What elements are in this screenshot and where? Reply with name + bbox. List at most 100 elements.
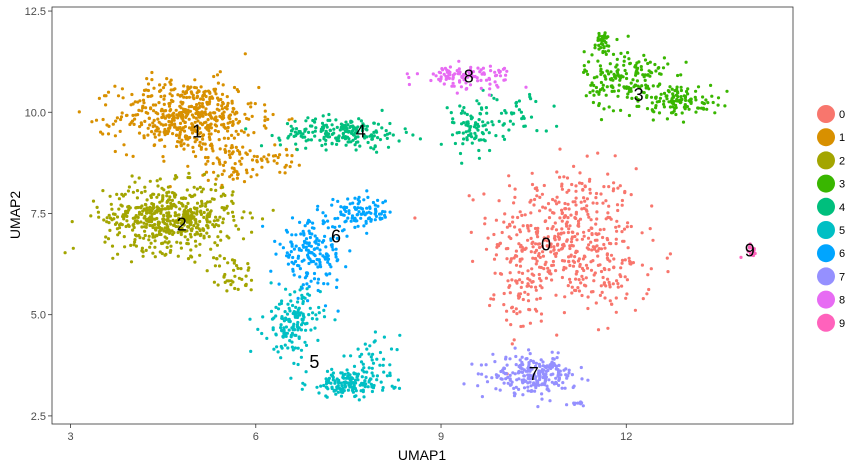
point-cluster-2 [162, 217, 166, 221]
point-cluster-2 [226, 261, 230, 265]
point-cluster-8 [405, 72, 409, 76]
point-cluster-7 [484, 363, 488, 367]
point-cluster-1 [225, 95, 229, 99]
legend-key-1 [817, 128, 835, 147]
point-cluster-3 [622, 63, 626, 67]
point-cluster-1 [186, 85, 190, 89]
point-cluster-7 [544, 369, 549, 373]
point-cluster-4 [522, 124, 526, 128]
point-cluster-4 [386, 145, 391, 149]
point-cluster-1 [146, 88, 150, 93]
point-cluster-4 [487, 131, 491, 135]
point-cluster-0 [582, 230, 586, 234]
point-cluster-3 [597, 34, 601, 38]
point-cluster-0 [508, 224, 512, 228]
point-cluster-3 [602, 107, 606, 111]
series-3-points [582, 31, 729, 124]
point-cluster-3 [640, 84, 644, 88]
point-cluster-1 [118, 129, 122, 133]
point-cluster-2 [137, 212, 141, 216]
point-cluster-0 [604, 199, 608, 203]
point-cluster-2 [186, 225, 190, 229]
point-cluster-0 [595, 217, 599, 221]
point-cluster-3 [700, 101, 704, 105]
point-cluster-4 [461, 142, 465, 146]
point-cluster-2 [153, 255, 157, 259]
point-cluster-3 [659, 92, 663, 96]
point-cluster-2 [210, 197, 214, 201]
point-cluster-2 [164, 207, 168, 211]
point-cluster-3 [604, 41, 608, 45]
point-cluster-6 [345, 234, 349, 238]
point-cluster-4 [465, 112, 469, 117]
point-cluster-7 [508, 357, 512, 361]
point-cluster-0 [625, 292, 629, 296]
point-cluster-5 [322, 308, 326, 312]
point-cluster-7 [514, 354, 518, 359]
point-cluster-0 [570, 182, 574, 187]
point-cluster-2 [152, 206, 156, 210]
point-cluster-2 [221, 221, 225, 225]
point-cluster-1 [145, 77, 149, 81]
point-cluster-0 [618, 273, 622, 277]
point-cluster-2 [232, 261, 236, 265]
point-cluster-2 [202, 210, 206, 215]
point-cluster-6 [316, 281, 320, 285]
point-cluster-0 [502, 303, 506, 307]
point-cluster-6 [297, 264, 301, 268]
point-cluster-1 [255, 159, 259, 163]
x-tick-label: 6 [253, 431, 259, 443]
point-cluster-3 [646, 61, 650, 66]
point-cluster-0 [606, 215, 610, 219]
point-cluster-3 [682, 105, 687, 109]
point-cluster-7 [543, 381, 547, 385]
point-cluster-1 [226, 136, 230, 140]
point-cluster-4 [330, 123, 334, 127]
point-cluster-1 [181, 110, 186, 114]
point-cluster-1 [147, 116, 151, 120]
point-cluster-2 [174, 174, 178, 178]
point-cluster-5 [378, 350, 383, 355]
point-cluster-1 [233, 162, 237, 166]
point-cluster-1 [231, 177, 235, 181]
point-cluster-1 [144, 110, 148, 115]
point-cluster-1 [161, 86, 166, 90]
point-cluster-6 [329, 243, 333, 247]
point-cluster-3 [645, 107, 650, 111]
point-cluster-0 [606, 172, 610, 176]
cluster-label-3: 3 [634, 85, 644, 105]
point-cluster-7 [518, 358, 522, 362]
point-cluster-4 [323, 142, 328, 146]
point-cluster-2 [188, 232, 192, 236]
point-cluster-2 [106, 237, 111, 241]
point-cluster-5 [382, 335, 386, 339]
point-cluster-1 [199, 114, 203, 118]
point-cluster-0 [562, 244, 566, 248]
point-cluster-7 [538, 372, 542, 376]
point-cluster-1 [244, 168, 249, 172]
point-cluster-1 [182, 95, 186, 99]
point-cluster-3 [626, 92, 630, 96]
point-cluster-6 [306, 220, 310, 224]
point-cluster-6 [344, 265, 348, 269]
point-cluster-3 [607, 44, 611, 48]
point-cluster-5 [363, 379, 367, 383]
point-cluster-1 [208, 91, 212, 95]
point-cluster-3 [601, 49, 605, 54]
point-cluster-5 [337, 381, 341, 385]
point-cluster-6 [289, 240, 293, 244]
point-cluster-0 [491, 297, 496, 301]
point-cluster-0 [518, 259, 522, 263]
point-cluster-1 [196, 125, 200, 129]
point-cluster-5 [368, 344, 372, 348]
point-cluster-2 [120, 204, 124, 208]
point-cluster-1 [194, 86, 198, 90]
point-cluster-5 [298, 313, 302, 317]
point-cluster-2 [244, 283, 248, 288]
point-cluster-2 [189, 195, 193, 199]
point-cluster-4 [337, 136, 341, 140]
point-cluster-3 [597, 47, 601, 51]
point-cluster-4 [372, 130, 376, 134]
point-cluster-7 [579, 365, 583, 370]
point-cluster-2 [193, 239, 198, 243]
